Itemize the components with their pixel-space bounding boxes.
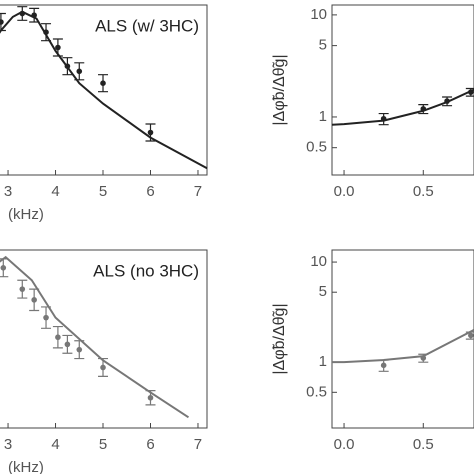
- x-tick-label: 4: [51, 183, 59, 200]
- data-point: [147, 129, 154, 136]
- fit-curve: [332, 329, 474, 364]
- y-axis-label: |Δφ̃b/Δθ̃g|: [271, 303, 288, 374]
- x-axis-label: (kHz): [8, 206, 44, 223]
- annotation: ALS (w/ 3HC): [95, 16, 199, 35]
- data-point: [64, 341, 71, 348]
- fit-curve: [331, 88, 474, 126]
- x-tick-label: 0.0: [334, 436, 355, 453]
- y-tick-label: 5: [319, 283, 327, 300]
- data-point: [100, 364, 106, 371]
- data-point: [468, 332, 474, 339]
- y-tick-label: 1: [319, 108, 327, 125]
- x-tick-label: 0.5: [413, 183, 434, 200]
- annotation: ALS (no 3HC): [93, 261, 199, 280]
- data-point: [55, 44, 61, 51]
- data-point: [43, 29, 49, 35]
- x-tick-label: 0.5: [413, 436, 434, 453]
- x-tick-label: 0.0: [334, 183, 355, 200]
- y-tick-label: 10: [310, 253, 327, 270]
- plot-frame: [0, 4, 208, 176]
- data-point: [31, 297, 37, 303]
- data-point: [444, 98, 450, 104]
- x-tick-label: 3: [4, 436, 12, 453]
- data-point: [19, 286, 26, 292]
- data-point: [147, 394, 154, 401]
- data-point: [31, 12, 37, 18]
- fit-curve: [0, 255, 190, 419]
- x-tick-label: 4: [51, 436, 59, 453]
- data-point: [100, 80, 106, 86]
- y-tick-label: 0.5: [306, 139, 327, 156]
- data-point: [380, 115, 387, 122]
- data-point: [64, 63, 71, 69]
- y-axis-label: |Δφ̃b/Δθ̃g|: [271, 54, 288, 125]
- data-point: [76, 68, 83, 75]
- plot-frame: [331, 249, 474, 429]
- y-tick-label: 1: [319, 353, 327, 370]
- data-point: [468, 89, 474, 95]
- x-tick-label: 6: [146, 183, 154, 200]
- data-point: [0, 265, 7, 271]
- data-point: [43, 314, 49, 321]
- data-point: [19, 10, 26, 17]
- data-point: [0, 19, 4, 25]
- y-tick-label: 0.5: [306, 383, 327, 400]
- data-point: [380, 362, 387, 369]
- x-tick-label: 5: [99, 436, 107, 453]
- data-point: [420, 106, 427, 112]
- x-tick-label: 7: [194, 183, 202, 200]
- y-tick-label: 5: [319, 37, 327, 54]
- x-tick-label: 7: [194, 436, 202, 453]
- plot-frame: [331, 4, 474, 176]
- plot-frame: [0, 249, 208, 429]
- x-tick-label: 3: [4, 183, 12, 200]
- x-tick-label: 5: [99, 183, 107, 200]
- x-axis-label: (kHz): [8, 459, 44, 474]
- data-point: [76, 346, 83, 353]
- y-tick-label: 10: [310, 6, 327, 23]
- x-tick-label: 6: [146, 436, 154, 453]
- data-point: [420, 355, 427, 361]
- data-point: [55, 334, 61, 341]
